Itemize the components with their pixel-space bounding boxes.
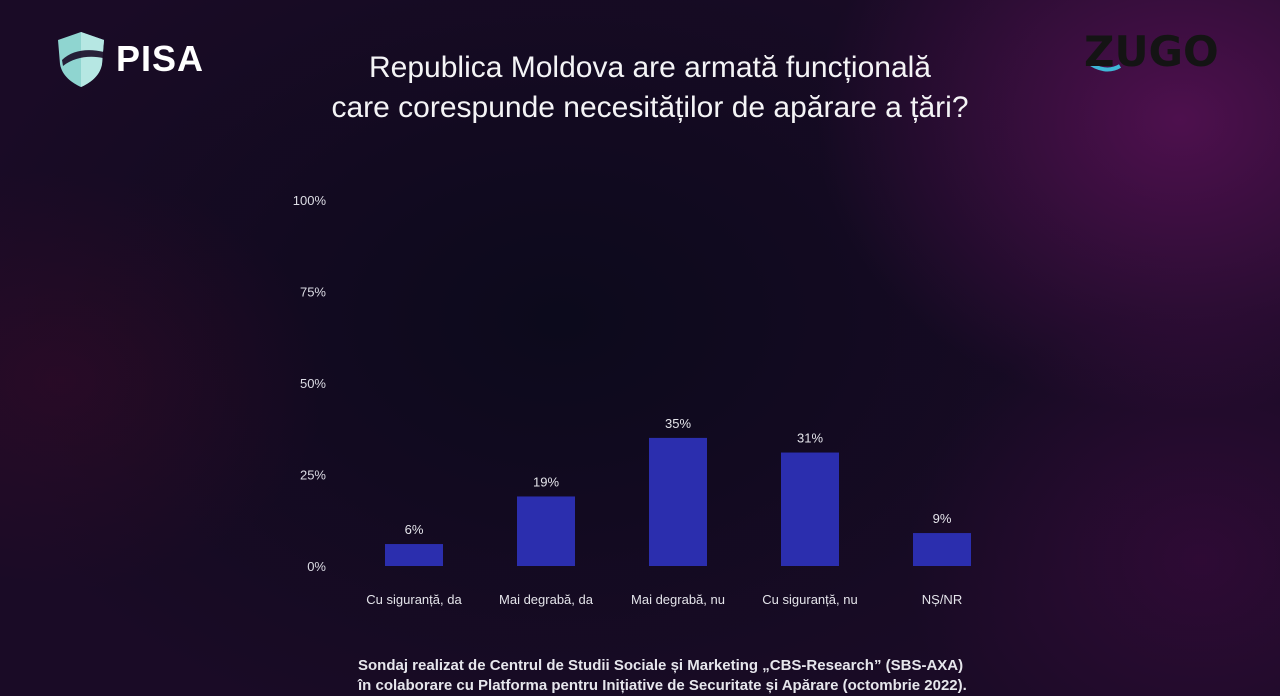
y-tick-label: 0% bbox=[307, 559, 326, 574]
zugo-logo-text: ZUGO bbox=[1084, 27, 1219, 76]
x-tick-label: Mai degrabă, da bbox=[499, 592, 594, 607]
zugo-logo: ZUGO bbox=[1084, 28, 1232, 76]
bar bbox=[385, 544, 443, 566]
zugo-swoosh-icon bbox=[1086, 60, 1122, 72]
chart-title-line-1: Republica Moldova are armată funcțională bbox=[369, 51, 931, 84]
shield-icon bbox=[58, 32, 104, 87]
y-tick-label: 100% bbox=[293, 193, 327, 208]
bar bbox=[781, 452, 839, 566]
bar-value-label: 19% bbox=[533, 474, 559, 489]
bar-value-label: 31% bbox=[797, 431, 823, 446]
x-tick-label: Cu siguranță, da bbox=[366, 592, 462, 607]
bar bbox=[517, 496, 575, 566]
bar bbox=[913, 533, 971, 566]
pisa-logo: PISA bbox=[54, 30, 204, 88]
chart-title-line-2: care corespunde necesităților de apărare… bbox=[331, 91, 969, 124]
pisa-logo-text: PISA bbox=[116, 38, 205, 79]
x-tick-label: Cu siguranță, nu bbox=[762, 592, 857, 607]
x-tick-label: NȘ/NR bbox=[922, 592, 962, 607]
x-tick-label: Mai degrabă, nu bbox=[631, 592, 725, 607]
bar-value-label: 35% bbox=[665, 416, 691, 431]
bar bbox=[649, 437, 707, 566]
y-tick-label: 25% bbox=[300, 468, 326, 483]
y-tick-label: 50% bbox=[300, 376, 326, 391]
chart-title: Republica Moldova are armată funcțională… bbox=[300, 48, 1000, 128]
bar-value-label: 6% bbox=[405, 522, 424, 537]
source-note: Sondaj realizat de Centrul de Studii Soc… bbox=[358, 656, 967, 696]
y-tick-label: 75% bbox=[300, 285, 326, 300]
source-note-line-2: în colaborare cu Platforma pentru Iniția… bbox=[358, 677, 967, 694]
source-note-line-1: Sondaj realizat de Centrul de Studii Soc… bbox=[358, 657, 964, 674]
bar-value-label: 9% bbox=[933, 511, 952, 526]
